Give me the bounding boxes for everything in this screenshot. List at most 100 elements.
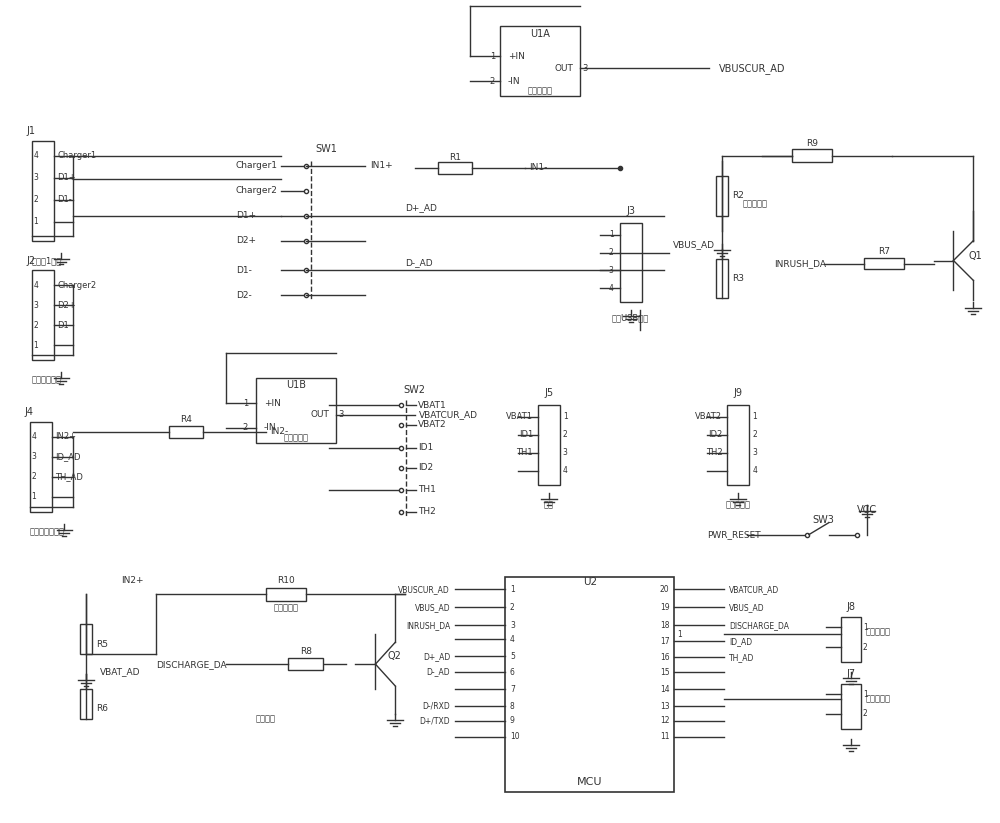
Bar	[32, 271, 54, 360]
Text: VBAT1: VBAT1	[418, 401, 447, 410]
Text: D2+: D2+	[57, 301, 76, 309]
Text: Charger2: Charger2	[236, 186, 278, 195]
Text: 19: 19	[660, 602, 669, 611]
Text: Charger1: Charger1	[57, 151, 97, 160]
Text: J5: J5	[544, 388, 553, 398]
Bar	[438, 162, 472, 174]
Text: ID_AD: ID_AD	[729, 637, 752, 646]
Bar	[792, 150, 832, 162]
Text: 12: 12	[660, 717, 669, 725]
Text: IN1+: IN1+	[370, 161, 393, 170]
Text: 1: 1	[752, 412, 757, 421]
Text: -IN: -IN	[508, 77, 521, 86]
Text: ID_AD: ID_AD	[56, 453, 81, 462]
Text: R10: R10	[277, 576, 295, 585]
Text: ID1: ID1	[418, 444, 434, 453]
Text: TH2: TH2	[706, 449, 722, 458]
Text: D+_AD: D+_AD	[405, 203, 437, 212]
Text: 充电器1接口: 充电器1接口	[32, 256, 62, 265]
Text: VBAT2: VBAT2	[695, 412, 722, 421]
Text: +IN: +IN	[264, 398, 281, 407]
Text: U1B: U1B	[286, 380, 306, 390]
Text: 2: 2	[32, 472, 36, 481]
Text: R1: R1	[449, 153, 461, 162]
Text: 信号放大器: 信号放大器	[283, 434, 308, 443]
Text: 4: 4	[752, 467, 757, 476]
Text: 9: 9	[510, 717, 515, 725]
Text: SW3: SW3	[812, 514, 834, 524]
Text: TH_AD: TH_AD	[729, 653, 755, 662]
Text: VBUSCUR_AD: VBUSCUR_AD	[719, 63, 786, 73]
Text: U2: U2	[583, 578, 597, 588]
Text: J8: J8	[846, 602, 855, 612]
Text: D+/TXD: D+/TXD	[420, 717, 450, 725]
Text: 2: 2	[863, 643, 868, 652]
Text: 2: 2	[563, 430, 568, 439]
Text: 13: 13	[660, 701, 669, 710]
Text: +IN: +IN	[508, 52, 525, 61]
Text: 1: 1	[609, 230, 614, 239]
Text: 18: 18	[660, 621, 669, 630]
Text: D1-: D1-	[57, 195, 72, 204]
Text: 11: 11	[660, 732, 669, 742]
Text: 电池: 电池	[544, 500, 554, 509]
Text: D-/RXD: D-/RXD	[422, 701, 450, 710]
Bar	[620, 223, 642, 302]
Bar	[505, 578, 674, 792]
Text: 10: 10	[510, 732, 520, 742]
Bar	[716, 258, 728, 299]
Text: 4: 4	[34, 281, 38, 290]
Bar	[841, 617, 861, 663]
Text: 3: 3	[563, 449, 568, 458]
Text: R6: R6	[96, 704, 108, 714]
Text: 温度传感器: 温度传感器	[866, 628, 891, 637]
Bar	[864, 258, 904, 269]
Text: IN2+: IN2+	[56, 432, 77, 441]
Bar	[716, 176, 728, 216]
Text: 14: 14	[660, 685, 669, 694]
Text: INRUSH_DA: INRUSH_DA	[774, 259, 826, 268]
Text: 3: 3	[339, 411, 344, 420]
Text: 6: 6	[510, 667, 515, 677]
Text: 3: 3	[609, 266, 614, 275]
Text: IN1-: IN1-	[529, 163, 547, 172]
Bar	[538, 405, 560, 485]
Text: J4: J4	[25, 407, 34, 417]
Text: D1+: D1+	[236, 212, 256, 221]
Text: INRUSH_DA: INRUSH_DA	[406, 621, 450, 630]
Text: 2: 2	[863, 709, 868, 718]
Text: TH2: TH2	[418, 507, 436, 516]
Text: D2+: D2+	[236, 236, 256, 245]
Text: 3: 3	[583, 63, 588, 72]
Text: 7: 7	[510, 685, 515, 694]
Bar	[288, 658, 323, 670]
Text: VBAT1: VBAT1	[506, 412, 533, 421]
Text: SW1: SW1	[316, 144, 337, 154]
Text: 大功率电阻: 大功率电阻	[273, 604, 298, 613]
Text: R3: R3	[732, 274, 744, 283]
Text: Q1: Q1	[968, 250, 982, 261]
Text: 4: 4	[34, 151, 38, 160]
Text: 2: 2	[609, 248, 614, 257]
Text: 信号放大器: 信号放大器	[527, 86, 552, 95]
Text: R4: R4	[180, 416, 192, 425]
Text: VBAT2: VBAT2	[418, 421, 447, 430]
Text: R2: R2	[732, 191, 744, 200]
Text: OUT: OUT	[555, 63, 574, 72]
Text: 充电器模拟器: 充电器模拟器	[32, 375, 62, 384]
Bar	[266, 588, 306, 601]
Text: 3: 3	[32, 453, 36, 462]
Text: 3: 3	[510, 621, 515, 630]
Text: U1A: U1A	[530, 30, 550, 40]
Text: VCC: VCC	[857, 504, 877, 514]
Text: D1+: D1+	[57, 174, 76, 182]
Text: 1: 1	[677, 630, 682, 639]
Text: OUT: OUT	[311, 411, 330, 420]
Text: 8: 8	[510, 701, 515, 710]
Text: 1: 1	[243, 398, 248, 407]
Text: R7: R7	[878, 247, 890, 256]
Text: D+_AD: D+_AD	[423, 652, 450, 661]
Text: TH1: TH1	[418, 486, 436, 495]
Text: SW2: SW2	[403, 385, 425, 395]
Text: 20: 20	[660, 585, 669, 594]
